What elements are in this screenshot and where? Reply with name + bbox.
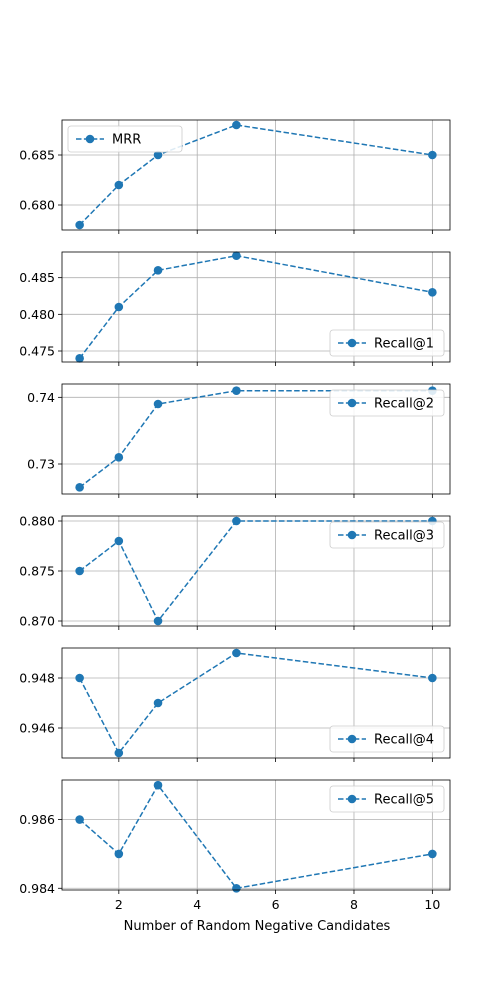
data-point — [75, 566, 84, 576]
data-point — [75, 815, 84, 824]
legend-marker — [347, 398, 357, 408]
data-point — [428, 288, 437, 297]
data-point — [232, 120, 241, 130]
legend: Recall@1 — [329, 329, 445, 357]
axes-frame — [61, 647, 451, 759]
y-tick-label: 0.680 — [19, 198, 55, 213]
data-point — [153, 150, 163, 160]
legend: Recall@5 — [329, 785, 445, 813]
y-tick-label: 0.475 — [19, 344, 55, 359]
y-tick-label: 0.946 — [19, 721, 55, 736]
y-tick-label: 0.986 — [19, 812, 55, 827]
axes-frame — [61, 515, 451, 627]
data-point — [75, 220, 84, 230]
legend-label: Recall@2 — [374, 397, 434, 412]
legend-box — [329, 785, 445, 813]
legend: Recall@4 — [329, 725, 445, 753]
data-point — [153, 698, 163, 708]
legend-marker — [347, 734, 357, 744]
data-point — [114, 748, 124, 758]
data-point — [114, 180, 124, 190]
legend-marker — [347, 794, 357, 804]
data-point — [232, 516, 241, 526]
data-point — [232, 648, 241, 658]
data-point — [153, 780, 163, 790]
legend: MRR — [67, 125, 183, 153]
legend-box — [329, 725, 445, 753]
legend-label: Recall@5 — [374, 793, 434, 808]
data-point — [153, 266, 163, 275]
x-axis-label: Number of Random Negative Candidates — [124, 919, 391, 934]
y-tick-label: 0.875 — [19, 564, 55, 579]
legend-marker — [85, 134, 95, 144]
legend-marker — [347, 530, 357, 540]
subplot-recall-at-2: 0.73 0.74 Recall@2 — [27, 383, 451, 498]
y-tick-label: 0.870 — [19, 614, 55, 629]
y-tick-label: 0.880 — [19, 514, 55, 529]
y-tick-label: 0.984 — [19, 881, 55, 896]
y-tick-label: 0.73 — [27, 457, 55, 472]
legend-marker — [347, 338, 357, 348]
axes-frame — [61, 779, 451, 891]
axes-frame — [61, 251, 451, 363]
series-line — [79, 254, 433, 359]
data-point — [75, 354, 84, 363]
axes-frame — [61, 383, 451, 495]
y-tick-label: 0.74 — [27, 390, 55, 405]
legend-box — [329, 389, 445, 417]
y-tick-label: 0.485 — [19, 270, 55, 285]
data-point — [153, 399, 163, 409]
subplot-recall-at-4: 0.946 0.948 Recall@4 — [19, 647, 451, 762]
data-point — [232, 883, 241, 893]
data-point — [232, 386, 241, 395]
data-point — [428, 150, 437, 160]
legend-label: Recall@4 — [374, 733, 434, 748]
legend-box — [329, 329, 445, 357]
subplot-recall-at-1: 0.475 0.480 0.485 Recall@1 — [19, 251, 451, 366]
legend-label: Recall@3 — [374, 529, 434, 544]
data-point — [428, 673, 437, 683]
data-point — [114, 302, 124, 312]
series-line — [78, 652, 433, 755]
legend-box — [329, 521, 445, 549]
legend-box — [67, 125, 183, 153]
data-point — [153, 616, 163, 626]
data-point — [232, 251, 241, 260]
y-tick-label: 0.948 — [19, 671, 55, 686]
x-tick-label: 10 — [424, 897, 440, 912]
x-tick-label: 4 — [193, 897, 201, 912]
x-tick-label: 6 — [272, 897, 280, 912]
legend-label: Recall@1 — [374, 337, 434, 352]
data-point — [114, 536, 124, 546]
data-point — [114, 453, 124, 462]
data-point — [75, 483, 84, 492]
subplot-mrr: 0.680 0.685 MRR — [19, 119, 451, 234]
axes-frame — [61, 119, 451, 231]
x-tick-label: 8 — [350, 897, 358, 912]
data-point — [114, 849, 124, 859]
x-tick-label: 2 — [115, 897, 123, 912]
legend-label: MRR — [112, 133, 141, 148]
legend: Recall@3 — [329, 521, 445, 549]
data-point — [428, 849, 437, 859]
data-point — [75, 673, 84, 683]
legend: Recall@2 — [329, 389, 445, 417]
subplot-recall-at-3: 0.870 0.875 0.880 Recall@3 — [19, 514, 451, 630]
y-tick-label: 0.480 — [19, 307, 55, 322]
y-tick-label: 0.685 — [19, 148, 55, 163]
subplot-recall-at-5: 2 4 6 8 10 0.984 0.986 Recall@5 — [19, 779, 451, 912]
